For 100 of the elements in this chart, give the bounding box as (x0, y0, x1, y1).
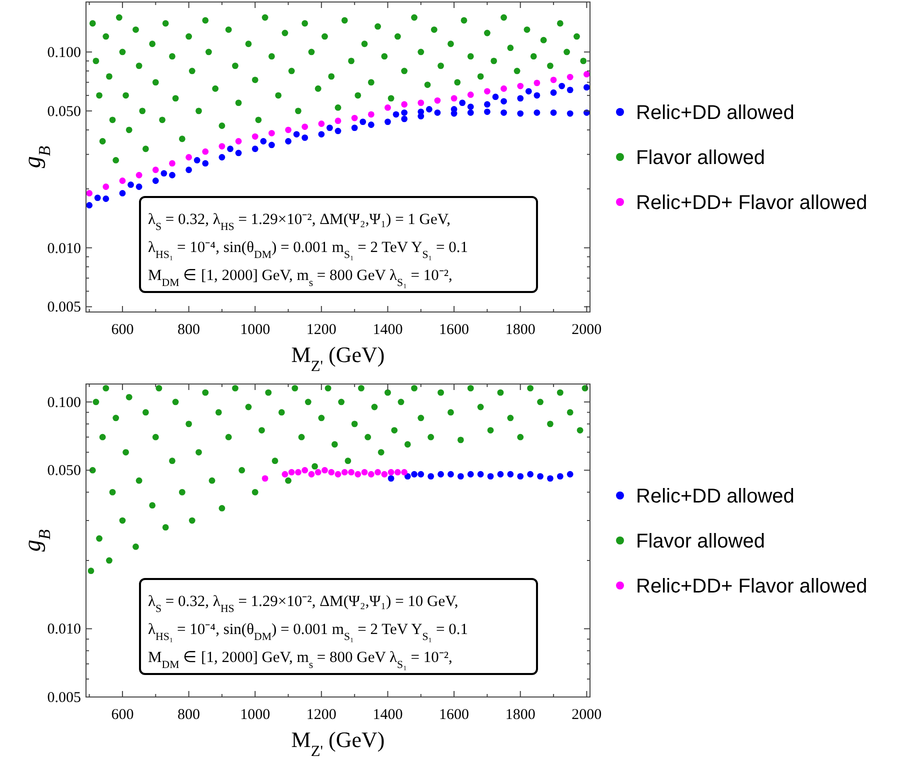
point (477, 471, 484, 478)
point (525, 88, 532, 94)
point (487, 473, 494, 480)
point (368, 111, 374, 118)
point (566, 471, 574, 478)
point (566, 110, 574, 117)
point (262, 475, 268, 482)
x-tick-label: 600 (111, 322, 134, 338)
x-tick-label: 1600 (439, 707, 470, 723)
point (583, 84, 590, 91)
point (517, 473, 524, 480)
x-tick-label: 1800 (505, 322, 536, 338)
point (388, 475, 394, 482)
point (326, 124, 333, 132)
point (497, 471, 504, 478)
x-tick-label: 1000 (240, 322, 270, 338)
x-tick-label: 1200 (306, 322, 336, 338)
legend-label: Relic+DD+ Flavor allowed (636, 576, 868, 598)
point (368, 471, 374, 478)
point (450, 110, 458, 117)
point (186, 154, 192, 160)
point (302, 467, 308, 474)
x-tick-label: 1600 (439, 322, 470, 338)
point (194, 157, 200, 164)
annotation: λ$_{S}$ = 0.32, λ$_{HS}$ = 1.29×10⁻², ΔM(Ψ₂,Ψ₁) = 10 GeV, (148, 593, 458, 615)
point (401, 116, 408, 122)
point (418, 471, 424, 478)
point (404, 473, 411, 480)
point (102, 196, 110, 202)
point (128, 182, 134, 188)
point (484, 88, 490, 94)
point (169, 172, 176, 178)
point (384, 104, 391, 111)
point (94, 194, 101, 202)
point (302, 134, 308, 141)
point (334, 118, 342, 124)
point (547, 475, 554, 482)
point (384, 118, 391, 125)
point (218, 143, 226, 150)
point (534, 80, 540, 86)
point (428, 473, 434, 480)
point (527, 471, 534, 478)
point (314, 469, 322, 476)
parameter-box: λ$_{S}$ = 0.32, λ$_{HS}$ = 1.29×10⁻², ΔM(Ψ₂,Ψ₁) = 10 GeV, λ$_{HS₁}$ = 10⁻⁴, sin(θ$_{DM}$) = 0.001 m$_{S₁}$ = 2 TeV Y$_{S₁}$ = 0.1 M$_{DM}$ ∈ [1, 2000] GeV, m$_{s}$ = 800 GeV λ$_{S₁}$ = 10⁻², (139, 578, 538, 675)
point (202, 148, 209, 155)
annotation: M$_{DM}$ ∈ [1, 2000] GeV, m$_{s}$ = 800 GeV λ$_{S₁}$ = 10⁻², (148, 649, 452, 671)
point (235, 138, 242, 144)
point (459, 100, 466, 106)
point (566, 86, 574, 94)
x-tick-label: 1400 (372, 707, 403, 723)
point (102, 184, 110, 190)
point (235, 150, 242, 156)
point (152, 166, 159, 174)
point (218, 154, 226, 160)
point (388, 469, 394, 476)
point (351, 114, 358, 122)
point (285, 138, 292, 144)
point (227, 146, 234, 152)
y-tick-label: 0.010 (47, 622, 81, 638)
point (119, 190, 126, 196)
point (583, 71, 590, 78)
point (328, 469, 335, 476)
point (434, 109, 441, 116)
point (418, 100, 424, 106)
point (517, 95, 524, 102)
point (401, 109, 408, 116)
x-axis-title: M$_{Z'}$ (GeV) (291, 727, 385, 760)
point (252, 146, 258, 152)
point (467, 471, 474, 478)
x-tick-label: 600 (111, 707, 134, 723)
point (169, 160, 176, 167)
legend-label: Relic+DD allowed (636, 102, 794, 124)
point (534, 109, 540, 116)
point (484, 108, 490, 115)
point (348, 469, 354, 476)
point (152, 178, 159, 184)
point (550, 109, 557, 116)
point (467, 109, 474, 116)
x-tick-label: 2000 (572, 322, 602, 338)
point (534, 92, 540, 99)
legend-label: Flavor allowed (636, 530, 765, 552)
point (136, 172, 142, 178)
point (351, 124, 358, 132)
point (354, 471, 362, 478)
point (288, 469, 295, 476)
point (381, 471, 388, 478)
point (550, 76, 557, 84)
point (467, 92, 474, 98)
point (341, 469, 348, 476)
x-tick-label: 1800 (505, 707, 536, 723)
point (448, 471, 454, 478)
point (318, 131, 325, 138)
point (268, 142, 275, 148)
y-tick-label: 0.050 (47, 463, 81, 480)
point (450, 95, 458, 102)
point (394, 469, 401, 476)
point (550, 89, 557, 96)
x-tick-label: 2000 (572, 707, 602, 723)
point (418, 108, 424, 115)
point (517, 82, 524, 90)
